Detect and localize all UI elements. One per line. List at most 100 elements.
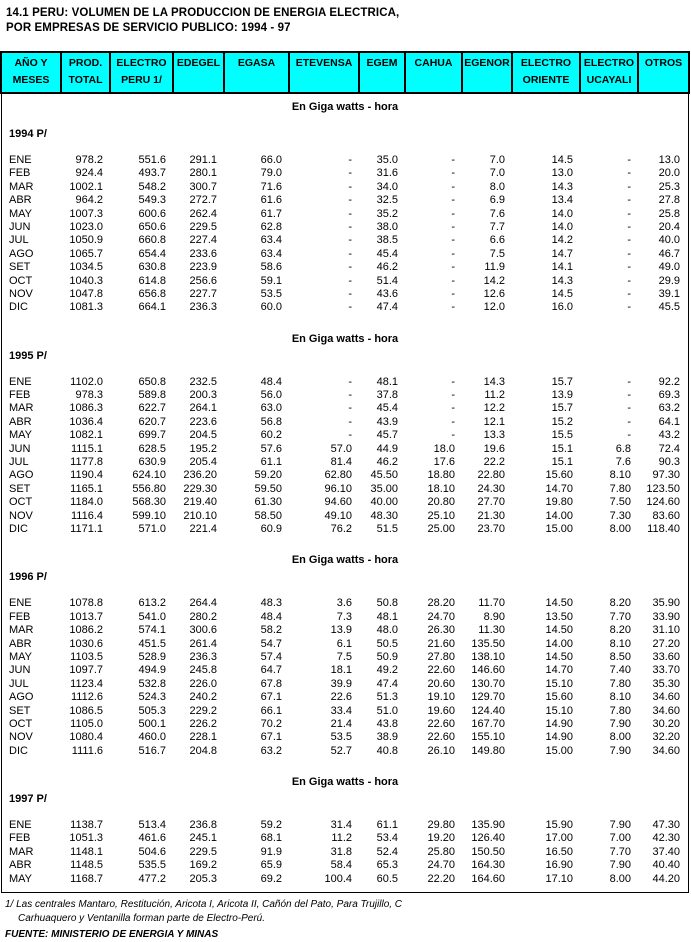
- value-cell: 43.9: [376, 415, 398, 428]
- value-cell: 1023.0: [69, 220, 103, 233]
- value-cell: 33.90: [652, 610, 680, 623]
- value-cell: 20.60: [427, 677, 455, 690]
- value-cell: 568.30: [132, 496, 166, 509]
- value-cell: 1148.5: [70, 859, 103, 872]
- table-section: En Giga watts - hora 1995 P/ENE 1102.0 650.…: [2, 333, 688, 537]
- month-cell: ENE: [9, 819, 32, 832]
- table-row: DIC 1171.1 571.0 221.4 60.9 76.2 51.5 25.00 23.7…: [2, 523, 688, 536]
- table-row: FEB 1051.3 461.6 245.1 68.1 11.2 53.4 19.20 126.…: [2, 832, 688, 845]
- value-cell: 46.7: [658, 247, 680, 260]
- value-cell: 63.2: [658, 402, 680, 415]
- value-cell: 72.4: [658, 442, 680, 455]
- value-cell: 47.30: [652, 819, 680, 832]
- value-cell: -: [451, 234, 455, 247]
- column-header-line2: [360, 72, 404, 89]
- month-cell: MAR: [9, 402, 34, 415]
- month-cell: NOV: [9, 287, 33, 300]
- value-cell: 35.90: [652, 597, 680, 610]
- value-cell: 58.4: [330, 859, 352, 872]
- month-cell: FEB: [9, 167, 31, 180]
- value-cell: 67.8: [260, 677, 282, 690]
- value-cell: 81.4: [330, 456, 352, 469]
- value-cell: 14.5: [551, 287, 573, 300]
- value-cell: 43.2: [658, 429, 680, 442]
- value-cell: 8.0: [489, 180, 505, 193]
- column-header-line1: CAHUA: [414, 57, 453, 69]
- value-cell: 1097.7: [69, 664, 103, 677]
- value-cell: 65.9: [260, 859, 282, 872]
- value-cell: 67.1: [260, 691, 282, 704]
- value-cell: 1002.1: [69, 180, 103, 193]
- value-cell: 493.7: [138, 167, 166, 180]
- value-cell: 61.7: [260, 207, 282, 220]
- value-cell: 97.30: [652, 469, 680, 482]
- month-cell: JUL: [9, 234, 29, 247]
- value-cell: 25.10: [427, 509, 455, 522]
- value-cell: 7.6: [489, 207, 505, 220]
- value-cell: 1177.8: [70, 456, 103, 469]
- value-cell: -: [451, 287, 455, 300]
- value-cell: 504.6: [138, 845, 166, 858]
- value-cell: 150.50: [471, 845, 505, 858]
- value-cell: 11.9: [484, 261, 505, 274]
- value-cell: 232.5: [189, 375, 217, 388]
- value-cell: 280.2: [189, 610, 217, 623]
- value-cell: 14.70: [545, 664, 573, 677]
- table-row: JUN 1097.7 494.9 245.8 64.7 18.1 49.2 22.60 146.…: [2, 664, 688, 677]
- value-cell: -: [627, 207, 631, 220]
- value-cell: 59.50: [254, 482, 282, 495]
- value-cell: 44.20: [652, 872, 680, 885]
- year-label: 1997 P/: [9, 793, 47, 806]
- value-cell: 548.2: [138, 180, 166, 193]
- value-cell: 227.7: [189, 287, 217, 300]
- table-row: FEB 1013.7 541.0 280.2 48.4 7.3 48.1 24.70 8.90 1…: [2, 611, 688, 624]
- value-cell: 14.00: [545, 509, 573, 522]
- value-cell: 300.7: [189, 180, 217, 193]
- month-cell: MAY: [9, 872, 33, 885]
- value-cell: 69.2: [260, 872, 282, 885]
- value-cell: 14.2: [483, 274, 505, 287]
- value-cell: 14.00: [545, 637, 573, 650]
- value-cell: -: [451, 261, 455, 274]
- page-title: 14.1 PERU: VOLUMEN DE LA PRODUCCION DE E…: [0, 0, 691, 36]
- value-cell: -: [451, 207, 455, 220]
- value-cell: 15.10: [545, 677, 573, 690]
- value-cell: 90.3: [658, 456, 680, 469]
- value-cell: 68.1: [260, 832, 282, 845]
- value-cell: 7.90: [609, 744, 631, 757]
- month-cell: MAR: [9, 845, 34, 858]
- value-cell: 205.3: [189, 872, 217, 885]
- value-cell: -: [627, 375, 631, 388]
- value-cell: 62.80: [324, 469, 352, 482]
- value-cell: 1116.4: [70, 509, 103, 522]
- value-cell: -: [627, 154, 631, 166]
- value-cell: 20.80: [427, 496, 455, 509]
- value-cell: 1047.8: [69, 287, 103, 300]
- table-row: NOV 1116.4 599.10 210.10 58.50 49.10 48.30 25.1…: [2, 510, 688, 523]
- column-header-line1: ETEVENSA: [295, 57, 353, 69]
- value-cell: 14.5: [551, 154, 573, 166]
- month-cell: ENE: [9, 154, 32, 166]
- value-cell: 48.0: [376, 624, 398, 637]
- value-cell: 51.5: [376, 522, 398, 535]
- column-header: ELECTRO UCAYALI: [581, 53, 639, 92]
- value-cell: 53.5: [260, 287, 282, 300]
- value-cell: 1034.5: [69, 261, 103, 274]
- value-cell: 123.50: [646, 482, 680, 495]
- value-cell: 35.00: [370, 482, 398, 495]
- month-cell: OCT: [9, 717, 33, 730]
- value-cell: 53.4: [376, 832, 398, 845]
- value-cell: 451.5: [138, 637, 166, 650]
- value-cell: 21.30: [477, 509, 505, 522]
- value-cell: -: [451, 415, 455, 428]
- value-cell: 1123.4: [70, 677, 103, 690]
- value-cell: -: [627, 274, 631, 287]
- value-cell: 25.8: [658, 207, 680, 220]
- value-cell: 14.2: [551, 234, 573, 247]
- value-cell: 50.9: [376, 650, 398, 663]
- table-row: MAR 1002.1 548.2 300.7 71.6 - 34.0 - 8.0 14.3 - 25.…: [2, 181, 688, 194]
- value-cell: -: [348, 220, 352, 233]
- value-cell: 22.80: [477, 469, 505, 482]
- value-cell: 245.1: [189, 832, 217, 845]
- value-cell: -: [451, 375, 455, 388]
